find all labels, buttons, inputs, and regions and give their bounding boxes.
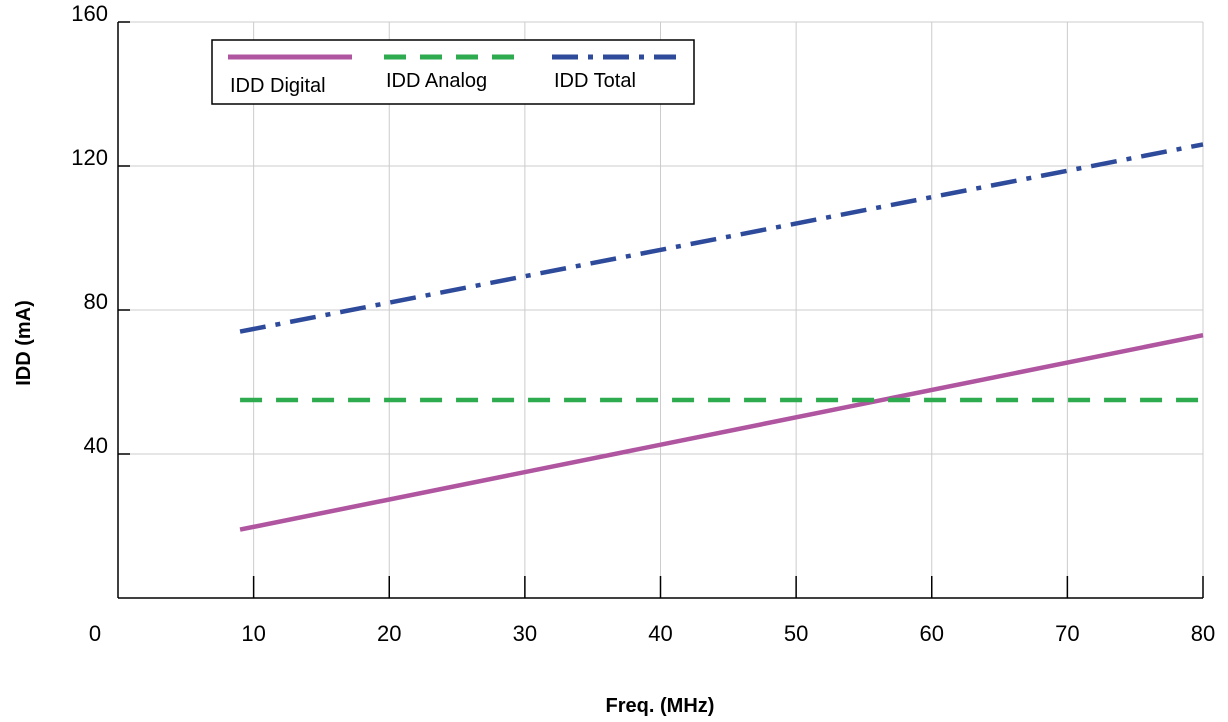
x-tick-label: 10	[241, 621, 265, 646]
x-axis-title: Freq. (MHz)	[606, 695, 715, 717]
x-tick-label: 70	[1055, 621, 1079, 646]
x-tick-label: 50	[784, 621, 808, 646]
x-tick-label: 80	[1191, 621, 1215, 646]
origin-label: 0	[89, 621, 101, 646]
x-tick-label: 20	[377, 621, 401, 646]
grid	[118, 21, 1204, 598]
y-tick-label: 40	[84, 433, 108, 458]
series-lines	[239, 142, 1204, 532]
x-tick-label: 30	[513, 621, 537, 646]
tick-labels: 10 20 30 40 50 60 70 80 40 80 120 160 0	[71, 1, 1215, 646]
y-tick-label: 160	[71, 1, 108, 26]
legend-box	[211, 39, 695, 105]
axes	[117, 21, 1204, 599]
legend-label-3: IDD Total	[554, 70, 636, 92]
y-tick-label: 80	[84, 289, 108, 314]
legend: IDD Digital IDD Analog IDD Total	[211, 39, 695, 105]
y-axis-title: IDD (mA)	[13, 300, 35, 386]
series-line-1	[239, 332, 1204, 532]
legend-label-2: IDD Analog	[386, 70, 487, 92]
series-line-3	[239, 142, 1204, 334]
legend-label-1: IDD Digital	[230, 75, 326, 97]
y-tick-label: 120	[71, 145, 108, 170]
x-tick-label: 60	[920, 621, 944, 646]
x-tick-label: 40	[648, 621, 672, 646]
